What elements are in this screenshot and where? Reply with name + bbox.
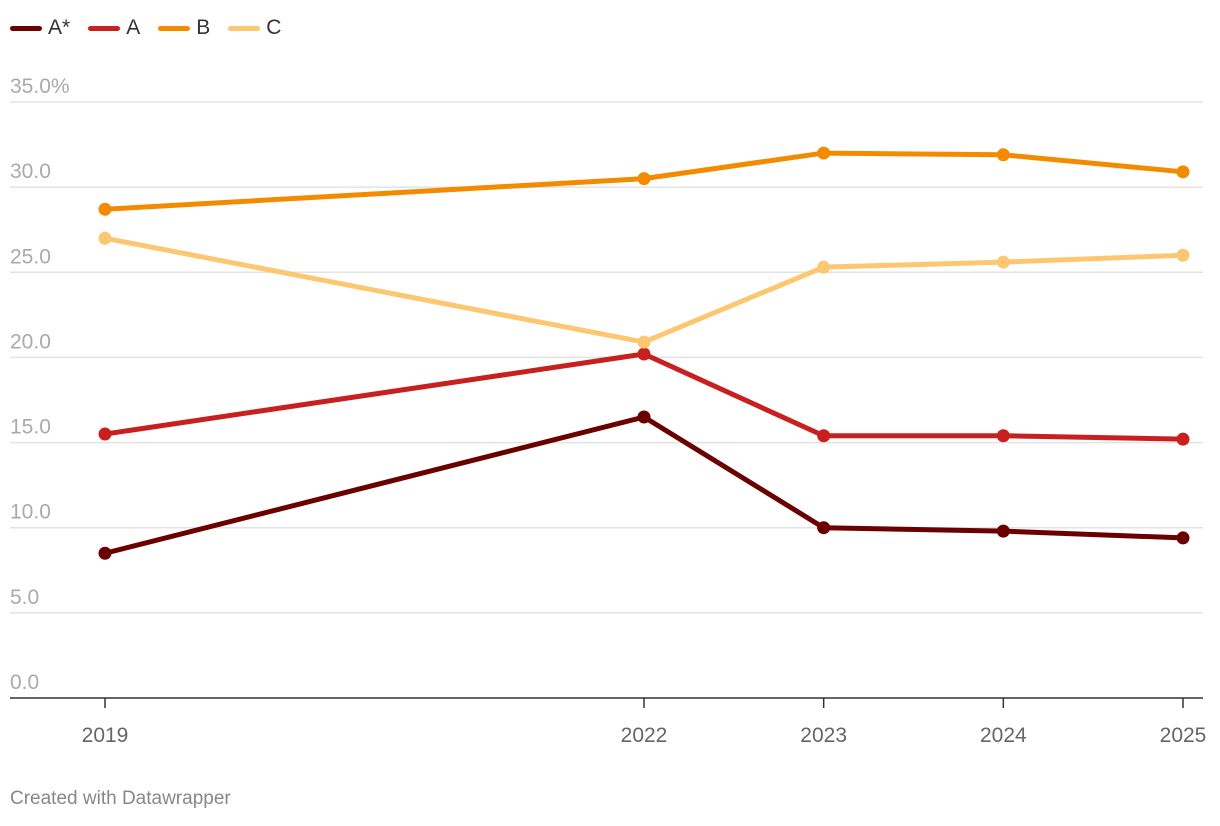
legend-item-c: C (228, 16, 281, 40)
legend-label-a: A (126, 16, 141, 39)
data-point (1176, 165, 1190, 179)
y-tick-label: 10.0 (10, 501, 51, 524)
data-point (637, 347, 651, 361)
y-tick-label: 0.0 (10, 671, 39, 694)
data-point (637, 172, 651, 186)
legend-item-a: A (88, 16, 140, 40)
series-line-3 (102, 235, 1186, 345)
data-point (637, 335, 651, 349)
x-tick-label: 2023 (800, 724, 847, 747)
line-chart: 0.0 5.0 10.0 15.0 20.0 25.0 30.0 35.0% 2019 2022 2… (10, 75, 1207, 747)
data-point (817, 146, 831, 160)
y-tick-label: 30.0 (10, 160, 51, 183)
legend-swatch-a (88, 25, 121, 31)
footer-credit: Created with Datawrapper (10, 788, 231, 809)
legend-label-a-star: A* (48, 16, 71, 39)
data-point (996, 429, 1010, 443)
data-point (817, 521, 831, 535)
legend-item-b: B (158, 16, 210, 40)
x-tick-label: 2019 (82, 724, 129, 747)
data-point (996, 524, 1010, 538)
x-tick-label: 2025 (1160, 724, 1207, 747)
data-point (98, 202, 112, 216)
y-tick-label: 35.0% (10, 75, 70, 98)
legend-swatch-a-star (10, 25, 42, 31)
y-tick-label: 15.0 (10, 416, 51, 439)
data-point (98, 546, 112, 560)
x-tick-label: 2022 (621, 724, 668, 747)
legend-item-a-star: A* (10, 16, 70, 40)
legend-label-c: C (266, 16, 282, 39)
data-point (1176, 248, 1190, 262)
legend-swatch-c (228, 25, 261, 31)
legend-label-b: B (196, 16, 211, 39)
data-point (1176, 531, 1190, 545)
series-line-1 (102, 351, 1186, 442)
data-point (98, 231, 112, 245)
y-tick-label: 20.0 (10, 330, 51, 353)
y-tick-label: 25.0 (10, 245, 51, 268)
data-point (817, 260, 831, 274)
x-tick-label: 2024 (980, 724, 1027, 747)
data-point (1176, 432, 1190, 446)
data-point (996, 255, 1010, 269)
legend-swatch-b (158, 25, 191, 31)
data-point (817, 429, 831, 443)
legend: A* A B C (10, 16, 281, 40)
y-tick-label: 5.0 (10, 586, 39, 609)
data-point (996, 148, 1010, 162)
data-point (637, 410, 651, 424)
data-point (98, 427, 112, 441)
